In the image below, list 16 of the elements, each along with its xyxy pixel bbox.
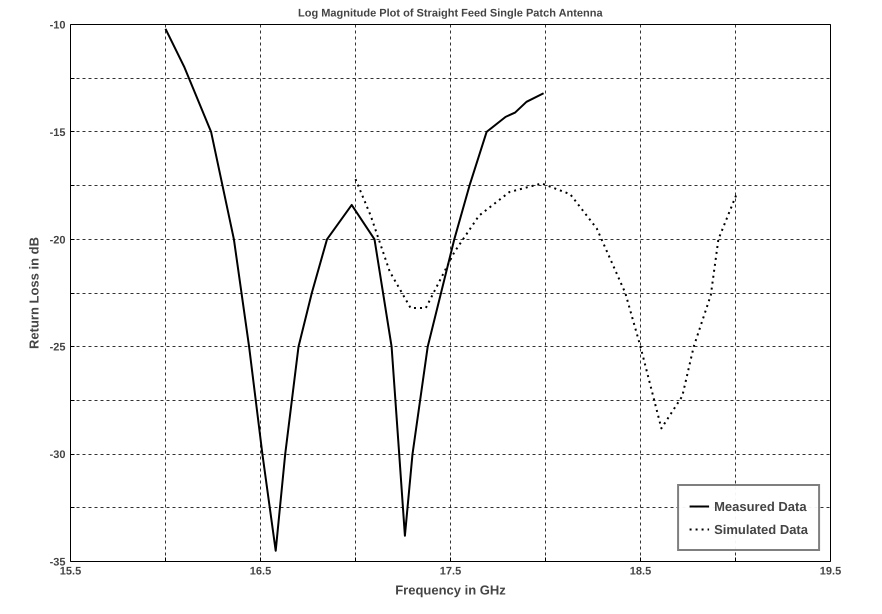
y-tick-label: -20 <box>50 234 66 246</box>
y-axis-title: Return Loss in dB <box>26 237 42 349</box>
x-tick-label: 18.5 <box>630 566 652 578</box>
y-tick-label: -25 <box>50 342 66 354</box>
y-tick-label: -30 <box>50 449 66 462</box>
x-tick-label: 16.5 <box>250 566 272 578</box>
x-tick-label: 17.5 <box>440 566 462 578</box>
chart-title: Log Magnitude Plot of Straight Feed Single Patch Antenna <box>298 8 604 20</box>
x-tick-label: 19.5 <box>820 566 842 578</box>
x-tick-label: 15.5 <box>60 566 82 578</box>
y-tick-label: -15 <box>50 126 66 139</box>
legend-label: Simulated Data <box>714 522 808 536</box>
y-tick-label: -10 <box>50 20 66 32</box>
x-axis-title: Frequency in GHz <box>395 582 506 598</box>
legend-label: Measured Data <box>714 498 807 514</box>
y-tick-label: -35 <box>50 556 66 568</box>
